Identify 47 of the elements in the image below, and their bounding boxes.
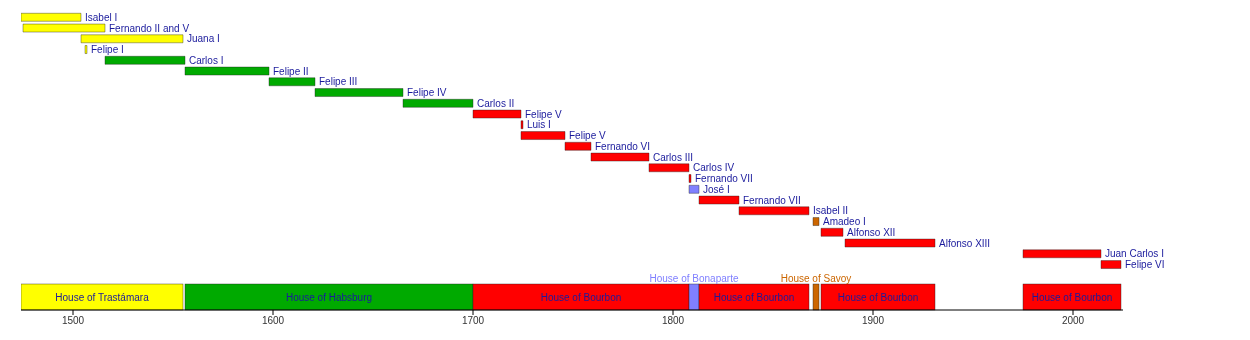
bar xyxy=(688,174,692,183)
category-label: Carlos III xyxy=(653,151,694,163)
bar xyxy=(820,228,844,237)
x-tick-label: 1600 xyxy=(261,315,285,327)
category-label: Isabel I xyxy=(85,11,118,23)
category-label: Juan Carlos I xyxy=(1105,248,1164,260)
category-label: Felipe V xyxy=(525,108,562,120)
x-tick-label: 1500 xyxy=(61,315,85,327)
category-label: Felipe VI xyxy=(1125,259,1165,271)
bar xyxy=(1100,260,1122,269)
series-label: House of Bourbon xyxy=(540,291,622,303)
category-label: Fernando VII xyxy=(695,173,753,185)
x-tick-label: 1800 xyxy=(661,315,685,327)
bar xyxy=(314,88,404,97)
category-label: Fernando VI xyxy=(595,140,651,152)
category-label: Isabel II xyxy=(813,205,849,217)
category-label: Carlos II xyxy=(477,97,515,109)
category-label: Felipe II xyxy=(273,65,309,77)
category-label: Carlos I xyxy=(189,54,224,66)
category-label: Luis I xyxy=(527,119,551,131)
category-label: Felipe III xyxy=(319,76,358,88)
bar xyxy=(1022,249,1102,258)
bar xyxy=(812,217,820,226)
series-label: House of Habsburg xyxy=(285,291,373,303)
category-label: Felipe IV xyxy=(407,87,447,99)
category-label: Amadeo I xyxy=(823,216,866,228)
bar xyxy=(520,131,566,140)
category-label: Carlos IV xyxy=(693,162,735,174)
series-label: House of Bourbon xyxy=(1031,291,1113,303)
x-tick-label: 1700 xyxy=(461,315,485,327)
x-tick-label: 2000 xyxy=(1061,315,1085,327)
series-label: House of Trastámara xyxy=(55,291,150,303)
bar xyxy=(84,45,88,54)
category-label: Juana I xyxy=(187,33,220,45)
series-label: House of Bourbon xyxy=(713,291,795,303)
category-label: Fernando II and V xyxy=(109,22,190,34)
category-label: Felipe V xyxy=(569,130,606,142)
category-label: Felipe I xyxy=(91,44,124,56)
category-label: José I xyxy=(703,183,730,195)
category-label: Fernando VII xyxy=(743,194,801,206)
x-tick-label: 1900 xyxy=(861,315,885,327)
category-label: Alfonso XII xyxy=(847,226,896,238)
category-label: Alfonso XIII xyxy=(939,237,991,249)
series-label: House of Bourbon xyxy=(837,291,919,303)
series-label: House of Savoy xyxy=(780,273,852,284)
bar xyxy=(844,238,936,248)
series-label: House of Bonaparte xyxy=(649,273,739,284)
